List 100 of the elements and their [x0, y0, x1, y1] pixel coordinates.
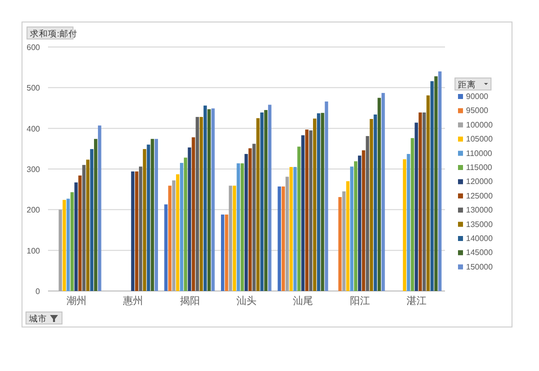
bar [264, 110, 268, 291]
bar [168, 186, 172, 291]
bar [154, 138, 158, 291]
bar [220, 214, 224, 291]
bar [192, 137, 196, 291]
bar [316, 113, 320, 291]
x-tick-label: 揭阳 [180, 295, 200, 307]
y-tick-label: 500 [26, 84, 41, 93]
bar [66, 198, 70, 291]
bar [252, 144, 256, 291]
bar [430, 81, 434, 291]
bar [184, 158, 188, 291]
legend-label: 145000 [466, 248, 494, 258]
bar [297, 146, 301, 291]
bar [268, 104, 272, 291]
bar [422, 112, 426, 291]
legend-label: 115000 [466, 163, 493, 172]
x-axis-title: 城市 [28, 314, 47, 324]
y-tick-label: 300 [26, 165, 41, 174]
y-tick-label: 100 [26, 246, 41, 256]
bar [426, 95, 430, 291]
bar [370, 118, 374, 291]
bar [366, 136, 370, 291]
bar [286, 176, 289, 291]
bar [346, 181, 350, 291]
bar [301, 135, 305, 291]
bar [142, 149, 146, 291]
bar [338, 197, 342, 291]
legend-label: 125000 [466, 191, 494, 200]
bar [207, 109, 211, 291]
bar [244, 154, 248, 291]
x-tick-label: 湛江 [406, 295, 427, 307]
bar [342, 191, 346, 291]
bar [232, 186, 236, 291]
bar [146, 144, 150, 291]
x-tick-label: 汕头 [236, 295, 256, 307]
bar [58, 210, 62, 291]
bar [256, 118, 260, 291]
legend-title: 距离 [458, 80, 476, 90]
bar [402, 159, 406, 291]
bar [293, 166, 297, 291]
legend-label: 140000 [466, 234, 494, 243]
legend-label: 130000 [466, 206, 494, 215]
bar [382, 92, 385, 291]
bar [313, 118, 316, 291]
legend-label: 90000 [466, 92, 489, 101]
bar [196, 116, 199, 291]
bar [228, 186, 232, 291]
bar [135, 171, 138, 291]
x-tick-label: 惠州 [122, 295, 144, 307]
bar [378, 98, 381, 291]
bar [82, 164, 86, 291]
bar [248, 148, 252, 291]
legend-label: 95000 [466, 106, 489, 116]
bar [358, 156, 362, 291]
bar [204, 106, 207, 291]
legend-label: 110000 [466, 148, 493, 158]
bar [180, 162, 184, 291]
bar [324, 101, 328, 291]
bar [188, 147, 192, 291]
bar [418, 112, 422, 291]
x-tick-label: 潮州 [66, 295, 86, 307]
legend-label: 105000 [466, 134, 494, 144]
bar [74, 182, 78, 291]
bar [211, 108, 215, 291]
bar [438, 71, 442, 291]
bar [260, 112, 264, 291]
legend-label: 120000 [466, 177, 494, 186]
bar [86, 160, 90, 291]
bar [289, 166, 293, 291]
bar [138, 166, 142, 291]
bar [309, 130, 312, 291]
y-axis-title: 求和项:邮付 [30, 28, 78, 38]
bar [414, 122, 418, 291]
bar [131, 171, 134, 291]
bar [78, 176, 82, 291]
bar [282, 186, 285, 291]
bar [410, 138, 414, 291]
y-tick-label: 600 [26, 43, 41, 52]
bar [434, 76, 438, 291]
y-tick-label: 200 [26, 206, 41, 215]
bar [150, 138, 154, 291]
y-tick-label: 0 [36, 287, 41, 296]
bar [176, 174, 180, 291]
y-tick-label: 400 [26, 124, 41, 134]
legend-label: 100000 [466, 120, 494, 130]
bar [354, 161, 358, 291]
bar [94, 138, 98, 291]
bar [90, 149, 94, 291]
legend-label: 135000 [466, 220, 494, 229]
bar [98, 125, 102, 291]
legend-label: 150000 [466, 262, 494, 272]
x-tick-label: 阳江 [350, 295, 370, 307]
bar [70, 192, 74, 291]
bar [350, 166, 354, 291]
bar [62, 200, 66, 291]
bar [320, 112, 324, 291]
x-tick-label: 汕尾 [293, 295, 314, 307]
bar [362, 150, 366, 291]
bar [305, 130, 309, 291]
